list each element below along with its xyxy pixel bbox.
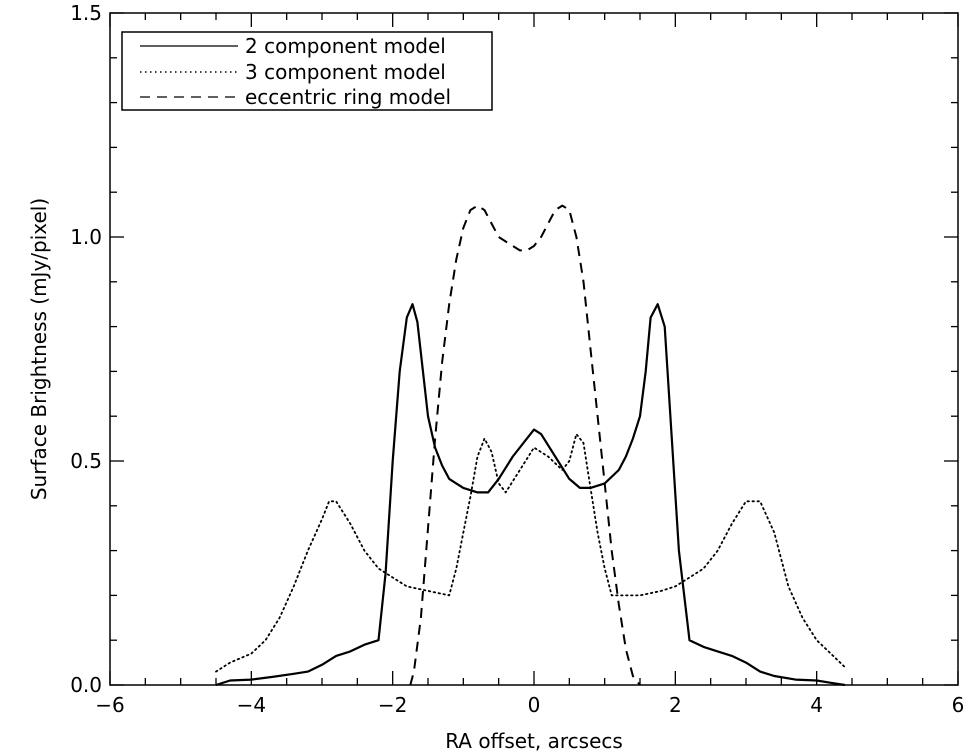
legend-label-3-component: 3 component model — [245, 60, 446, 84]
series-lines — [215, 204, 846, 687]
y-tick-label: 1.5 — [70, 1, 102, 25]
series-3-component-line — [215, 433, 846, 673]
x-tick-label: −4 — [237, 693, 266, 717]
series-eccentric-ring-line — [409, 204, 641, 686]
legend-label-eccentric-ring: eccentric ring model — [245, 85, 451, 109]
x-tick-label: 2 — [669, 693, 682, 717]
axis-tick-labels: −6 −4 −2 0 2 4 6 0.0 0.5 1.0 1.5 — [70, 1, 964, 717]
series-2-component-line — [215, 303, 846, 687]
y-tick-label: 1.0 — [70, 225, 102, 249]
y-tick-label: 0.0 — [70, 673, 102, 697]
y-tick-label: 0.5 — [70, 449, 102, 473]
legend: 2 component model 3 component model ecce… — [121, 31, 493, 111]
x-tick-label: −6 — [95, 693, 124, 717]
x-tick-label: −2 — [378, 693, 407, 717]
legend-label-2-component: 2 component model — [245, 34, 446, 58]
x-axis-label: RA offset, arcsecs — [445, 729, 623, 753]
y-axis-label: Surface Brightness (mJy/pixel) — [27, 198, 51, 500]
x-tick-label: 0 — [528, 693, 541, 717]
plot-frame — [109, 12, 959, 686]
x-tick-label: 6 — [952, 693, 965, 717]
axis-ticks — [109, 12, 959, 686]
x-tick-label: 4 — [810, 693, 823, 717]
